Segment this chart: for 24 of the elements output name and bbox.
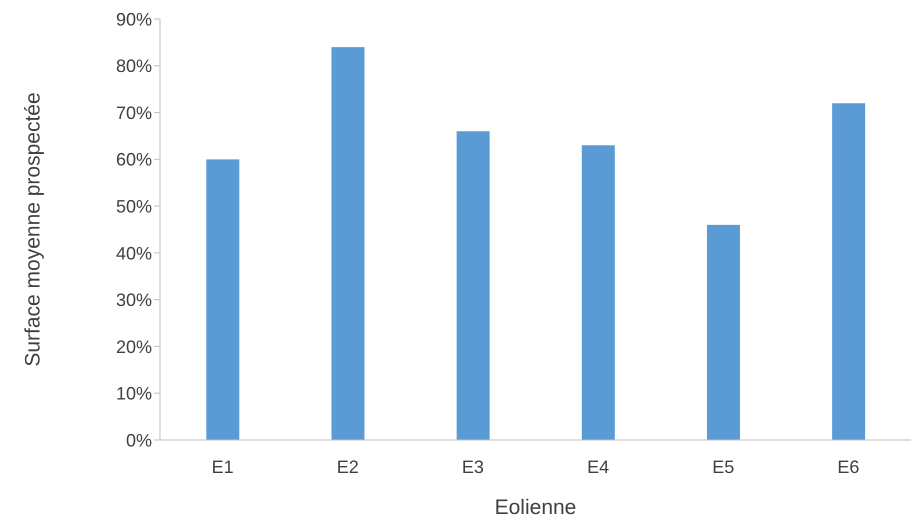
bar bbox=[331, 47, 364, 440]
y-tick-label: 50% bbox=[116, 196, 152, 216]
y-axis-title: Surface moyenne prospectée bbox=[21, 92, 44, 367]
x-tick-label: E6 bbox=[837, 456, 860, 477]
bar bbox=[832, 103, 866, 440]
x-tick-label: E1 bbox=[212, 456, 234, 477]
x-tick-label: E3 bbox=[462, 456, 484, 477]
bar bbox=[582, 145, 615, 440]
y-tick-label: 90% bbox=[116, 9, 152, 30]
y-tick-label: 30% bbox=[116, 290, 152, 310]
y-tick-label: 70% bbox=[116, 102, 152, 123]
x-axis-title: Eolienne bbox=[494, 496, 576, 519]
bar bbox=[456, 131, 490, 440]
y-tick-label: 80% bbox=[116, 56, 152, 76]
y-tick-label: 0% bbox=[126, 430, 152, 450]
y-tick-label: 60% bbox=[116, 150, 152, 170]
y-tick-label: 40% bbox=[116, 243, 152, 264]
bar bbox=[206, 159, 240, 440]
x-tick-label: E5 bbox=[712, 456, 734, 477]
y-tick-label: 20% bbox=[116, 336, 152, 357]
x-tick-label: E4 bbox=[587, 456, 610, 477]
x-tick-label: E2 bbox=[336, 456, 359, 477]
bar bbox=[706, 224, 740, 440]
y-tick-label: 10% bbox=[116, 384, 152, 404]
